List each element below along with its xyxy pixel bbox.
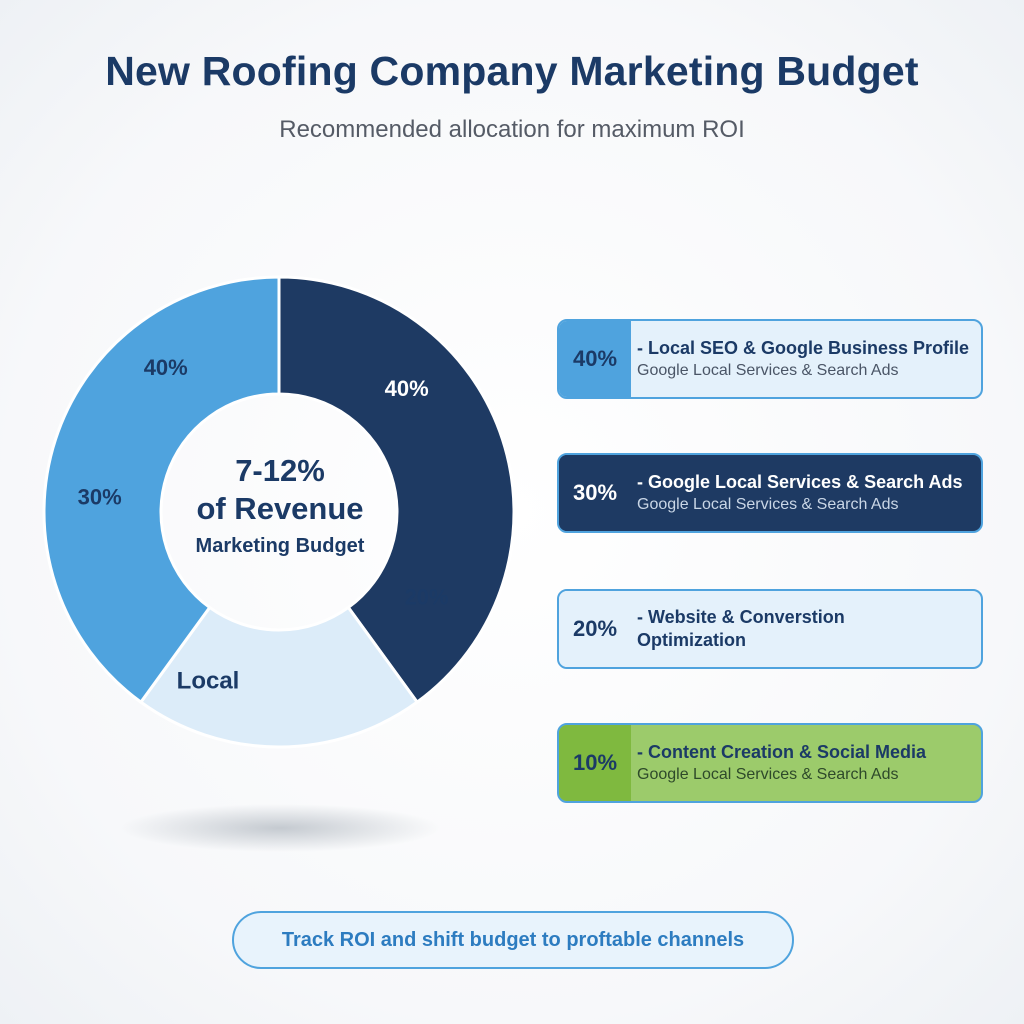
legend-item-google-local-services: 30% - Google Local Services & Search Ads… [557, 453, 983, 533]
legend-percent: 40% [559, 321, 631, 397]
legend-subtitle: Google Local Services & Search Ads [637, 765, 899, 783]
donut-center-line2: of Revenue [196, 491, 364, 526]
legend-title: - Content Creation & Social Media [637, 741, 927, 762]
donut-center-caption: Marketing Budget [195, 535, 365, 557]
legend-title: - Website & Converstion [637, 607, 845, 627]
donut-slice [42, 275, 281, 705]
donut-slice [138, 605, 420, 749]
page-subtitle: Recommended allocation for maximum ROI [279, 116, 745, 143]
legend-title-continued: Optimization [637, 630, 746, 650]
legend-subtitle: Google Local Services & Search Ads [637, 361, 899, 379]
donut-slice-label: 40% [144, 355, 188, 380]
donut-slice [277, 275, 516, 705]
donut-slice-label: 40% [385, 376, 429, 401]
donut-center-line1: 7-12% [235, 453, 325, 488]
legend-item-content-social: 10% - Content Creation & Social Media Go… [557, 723, 983, 803]
legend-percent: 30% [559, 455, 631, 531]
legend-title: - Google Local Services & Search Ads [637, 471, 963, 492]
donut-slice-label: 30% [78, 484, 122, 509]
chart-shadow [120, 804, 440, 852]
footer-callout: Track ROI and shift budget to proftable … [232, 911, 794, 969]
legend-title: - Local SEO & Google Business Profile [637, 337, 970, 358]
donut-slice-label: 20% [405, 584, 449, 609]
legend-item-local-seo: 40% - Local SEO & Google Business Profil… [557, 319, 983, 399]
donut-center-value: 7-12% of Revenue [150, 452, 410, 528]
legend-percent: 10% [559, 725, 631, 801]
page-title: New Roofing Company Marketing Budget [105, 48, 919, 94]
legend-item-website: 20% - Website & Converstion Optimization [557, 589, 983, 669]
legend-percent: 20% [559, 591, 631, 667]
donut-slice-label: Local [177, 668, 240, 695]
legend-subtitle: Google Local Services & Search Ads [637, 495, 899, 513]
